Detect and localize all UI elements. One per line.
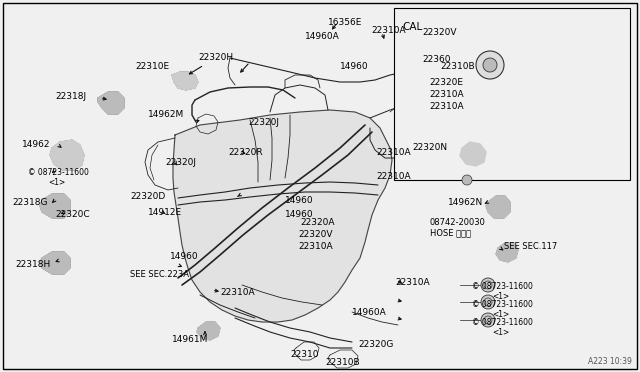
Text: 08742-20030: 08742-20030 xyxy=(430,218,486,227)
Text: 14962M: 14962M xyxy=(148,110,184,119)
Text: 14961M: 14961M xyxy=(172,335,209,344)
Polygon shape xyxy=(460,142,486,166)
Text: 22320R: 22320R xyxy=(228,148,262,157)
Bar xyxy=(394,8,630,180)
Text: <1>: <1> xyxy=(48,178,65,187)
Text: 14960A: 14960A xyxy=(352,308,387,317)
Text: 22320V: 22320V xyxy=(422,28,456,37)
Text: SEE SEC.223A: SEE SEC.223A xyxy=(130,270,189,279)
Circle shape xyxy=(481,278,495,292)
Text: 22320D: 22320D xyxy=(130,192,165,201)
Text: © 08723-11600: © 08723-11600 xyxy=(472,282,533,291)
Text: 22318G: 22318G xyxy=(12,198,47,207)
Polygon shape xyxy=(172,72,198,90)
Text: 14960: 14960 xyxy=(340,62,369,71)
Text: CAL: CAL xyxy=(402,22,422,32)
Text: 22310A: 22310A xyxy=(429,102,463,111)
Text: 22310A: 22310A xyxy=(395,278,429,287)
Text: 22320V: 22320V xyxy=(298,230,333,239)
Text: 22310A: 22310A xyxy=(220,288,255,297)
Text: 22320H: 22320H xyxy=(198,53,233,62)
Polygon shape xyxy=(40,194,70,218)
Polygon shape xyxy=(173,110,392,322)
Text: 22310B: 22310B xyxy=(440,62,475,71)
Text: 14960A: 14960A xyxy=(305,32,340,41)
Text: 22320J: 22320J xyxy=(248,118,279,127)
Text: <1>: <1> xyxy=(492,310,509,319)
Text: 22318J: 22318J xyxy=(55,92,86,101)
Text: SEE SEC.117: SEE SEC.117 xyxy=(504,242,557,251)
Text: 22310: 22310 xyxy=(290,350,319,359)
Polygon shape xyxy=(50,140,84,170)
Text: 14960: 14960 xyxy=(285,210,314,219)
Text: 22320A: 22320A xyxy=(300,218,335,227)
Text: 16356E: 16356E xyxy=(328,18,362,27)
Text: 22310A: 22310A xyxy=(376,172,411,181)
Text: 22320C: 22320C xyxy=(55,210,90,219)
Circle shape xyxy=(483,58,497,72)
Circle shape xyxy=(481,313,495,327)
Circle shape xyxy=(481,295,495,309)
Text: 22320G: 22320G xyxy=(358,340,394,349)
Text: 22310E: 22310E xyxy=(135,62,169,71)
Circle shape xyxy=(476,51,504,79)
Text: 22320J: 22320J xyxy=(165,158,196,167)
Text: 22310A: 22310A xyxy=(429,90,463,99)
Text: 22310A: 22310A xyxy=(376,148,411,157)
Text: A223 10:39: A223 10:39 xyxy=(588,357,632,366)
Text: 22360: 22360 xyxy=(422,55,451,64)
Text: © 08723-11600: © 08723-11600 xyxy=(472,318,533,327)
Text: 22318H: 22318H xyxy=(15,260,51,269)
Text: 22320N: 22320N xyxy=(412,144,447,153)
Text: 22310A: 22310A xyxy=(371,26,406,35)
Circle shape xyxy=(462,175,472,185)
Polygon shape xyxy=(40,252,70,274)
Polygon shape xyxy=(486,196,510,218)
Polygon shape xyxy=(98,92,124,114)
Text: © 08723-11600: © 08723-11600 xyxy=(28,168,89,177)
Text: 22310A: 22310A xyxy=(298,242,333,251)
Text: <1>: <1> xyxy=(492,292,509,301)
Text: <1>: <1> xyxy=(492,328,509,337)
Text: 14960: 14960 xyxy=(170,252,198,261)
Polygon shape xyxy=(197,322,220,340)
Text: 14912E: 14912E xyxy=(148,208,182,217)
Text: 22310B: 22310B xyxy=(325,358,360,367)
Text: 14962N: 14962N xyxy=(448,198,483,207)
Text: 14962: 14962 xyxy=(22,140,51,149)
Text: 22320E: 22320E xyxy=(429,78,463,87)
Text: HOSE ホース: HOSE ホース xyxy=(430,228,471,237)
Polygon shape xyxy=(496,243,518,262)
Text: © 08723-11600: © 08723-11600 xyxy=(472,300,533,309)
Text: 14960: 14960 xyxy=(285,196,314,205)
